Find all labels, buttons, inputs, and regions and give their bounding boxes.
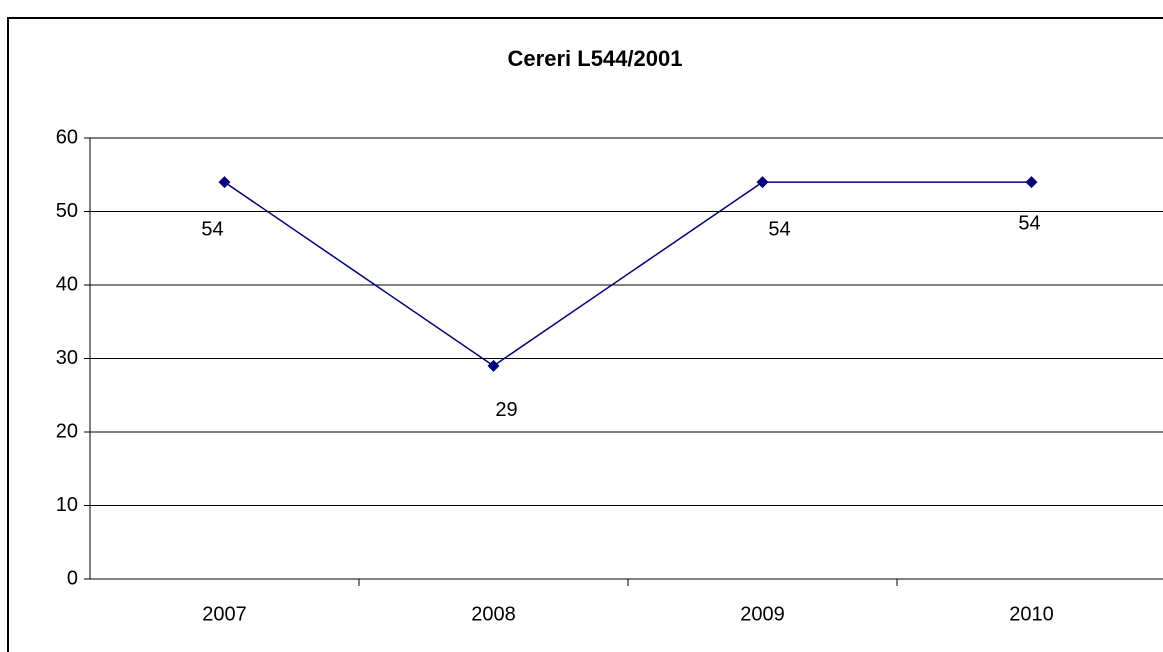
- chart-title: Cereri L544/2001: [508, 46, 683, 71]
- marker: [218, 176, 231, 189]
- x-tick-label: 2009: [740, 603, 785, 625]
- y-tick-label: 50: [56, 200, 78, 222]
- y-tick-label: 40: [56, 273, 78, 295]
- marker: [487, 359, 500, 372]
- y-tick-label: 10: [56, 494, 78, 516]
- y-tick-label: 30: [56, 347, 78, 369]
- data-label: 54: [1018, 212, 1040, 234]
- marker: [1025, 176, 1038, 189]
- line: [224, 181, 1032, 367]
- data-label: 29: [495, 399, 517, 421]
- x-tick-label: 2010: [1009, 603, 1054, 625]
- x-tick-label: 2007: [202, 603, 247, 625]
- chart-frame: [7, 17, 1163, 652]
- x-tick-label: 2008: [471, 603, 516, 625]
- data-label: 54: [201, 218, 223, 240]
- y-tick-label: 60: [56, 126, 78, 148]
- y-tick-label: 0: [67, 567, 78, 589]
- marker: [756, 176, 769, 189]
- data-label: 54: [768, 218, 790, 240]
- y-tick-label: 20: [56, 420, 78, 442]
